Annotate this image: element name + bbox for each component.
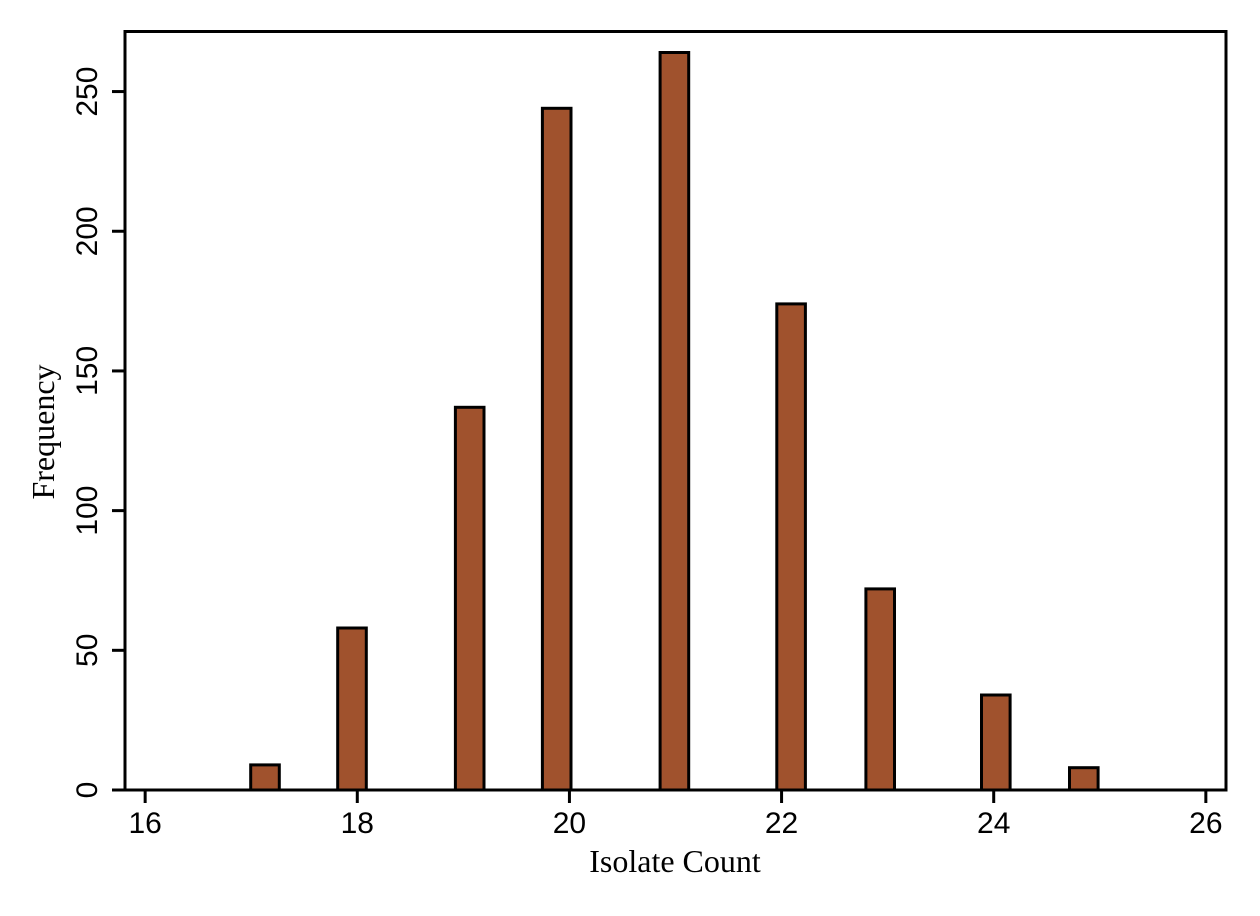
bar-x23 bbox=[864, 587, 897, 792]
y-axis-title: Frequency bbox=[25, 364, 61, 499]
bar-x21 bbox=[658, 51, 691, 792]
plot-border bbox=[123, 30, 1228, 792]
x-tick-label-20: 20 bbox=[553, 807, 586, 840]
bar-x25 bbox=[1068, 766, 1100, 792]
y-tick-label-50: 50 bbox=[71, 634, 104, 667]
plot-frame bbox=[123, 30, 1228, 792]
x-tick-label-18: 18 bbox=[341, 807, 374, 840]
bar-x22 bbox=[775, 302, 807, 792]
y-tick-label-0: 0 bbox=[71, 782, 104, 799]
bar-x18 bbox=[336, 626, 368, 792]
bar-x17 bbox=[249, 763, 281, 792]
bars-group bbox=[249, 51, 1100, 792]
y-tick-label-100: 100 bbox=[71, 486, 104, 536]
bar-x20 bbox=[540, 106, 573, 792]
x-tick-label-26: 26 bbox=[1189, 807, 1222, 840]
y-tick-label-150: 150 bbox=[71, 346, 104, 396]
y-tick-label-250: 250 bbox=[71, 67, 104, 117]
x-tick-label-24: 24 bbox=[977, 807, 1010, 840]
x-tick-label-22: 22 bbox=[765, 807, 798, 840]
bar-x24 bbox=[980, 693, 1012, 792]
y-tick-label-200: 200 bbox=[71, 206, 104, 256]
x-axis-ticks: 16 18 20 22 24 26 bbox=[128, 790, 1223, 840]
x-tick-label-16: 16 bbox=[128, 807, 161, 840]
bar-x19 bbox=[453, 405, 486, 792]
x-axis-title: Isolate Count bbox=[589, 843, 761, 879]
y-axis-ticks: 0 50 100 150 200 250 bbox=[71, 67, 125, 799]
